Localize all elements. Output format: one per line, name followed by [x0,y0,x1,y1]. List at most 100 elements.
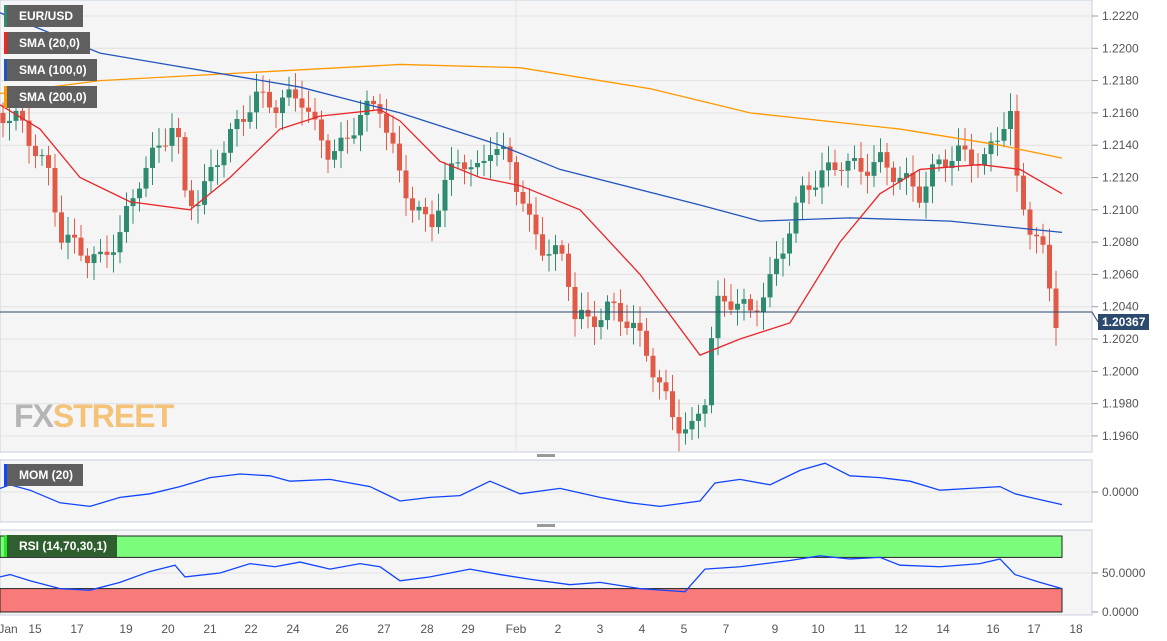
candle-body [670,391,675,418]
candle-body [839,170,844,172]
candle-body [507,146,513,163]
x-tick-label: 4 [639,622,646,636]
main-panel [0,0,1093,453]
candle-body [1034,234,1039,237]
candle-body [364,100,370,115]
x-tick-label: 29 [461,622,475,636]
x-tick-label: 20 [161,622,175,636]
x-tick-label: 7 [723,622,730,636]
candle-body [468,167,474,170]
candle-body [104,251,110,255]
y-tick-label: 1.2220 [1102,9,1139,23]
candle-body [416,206,422,211]
candle-body [260,91,266,93]
candle-body [631,322,636,329]
candle-body [767,274,773,298]
candle-body [722,295,727,302]
candle-body [553,245,558,255]
x-tick-label: Jan [0,622,18,636]
candle-body [793,202,799,234]
candle-body [59,212,64,243]
current-price-line [0,311,1099,323]
candle-body [20,110,25,121]
candle-body [91,254,97,264]
candle-body [156,145,162,148]
candle-body [715,295,721,339]
rsi-tick-label: 0.0000 [1102,605,1139,619]
candle-body [13,110,19,121]
candle-body [403,170,409,199]
candle-body [0,112,6,124]
mom-panel [0,459,1093,523]
candle-body [345,137,350,139]
candle-body [923,186,929,203]
candle-body [943,159,948,168]
candle-body [351,135,357,139]
candle-body [143,167,149,189]
mom-tick-label: 0.0000 [1102,485,1139,499]
x-tick-label: 19 [119,622,133,636]
candle-body [637,322,643,331]
candle-body [137,188,142,199]
candle-body [806,185,812,190]
candle-body [39,155,45,157]
x-tick-label: 22 [244,622,258,636]
candle-body [254,91,259,113]
x-tick-label: 16 [986,622,1000,636]
current-price-label: 1.20367 [1098,314,1150,330]
candle-body [800,185,805,203]
candle-body [195,204,201,207]
x-tick-label: 9 [772,622,779,636]
candle-body [85,255,90,264]
mom-line [0,462,1063,508]
y-tick-label: 1.1980 [1102,397,1139,411]
candle-body [982,154,987,166]
candle-body [676,417,682,434]
candle-body [280,97,285,114]
candle-body [774,258,779,275]
y-tick-label: 1.2060 [1102,267,1139,281]
candle-body [683,429,688,434]
candle-body [124,206,129,233]
candle-body [579,309,584,320]
candle-body [332,151,337,160]
candle-body [988,141,994,155]
candle-body [644,330,649,356]
candle-body [605,301,610,321]
candle-body [956,145,961,161]
candle-body [150,147,155,168]
y-tick-label: 1.2140 [1102,138,1139,152]
candle-body [995,140,1000,142]
candle-body [52,167,58,213]
candle-body [1027,209,1033,235]
candle-body [657,377,662,383]
y-tick-label: 1.1960 [1102,429,1139,443]
x-tick-label: 17 [70,622,84,636]
x-tick-label: 15 [28,622,42,636]
candle-body [891,167,896,182]
candle-body [540,234,545,256]
candle-body [111,252,116,255]
candle-body [215,165,220,167]
candle-body [1014,110,1020,176]
candle-body [813,187,818,190]
candle-body [501,146,506,150]
candle-body [306,107,311,112]
x-tick-label: 11 [854,622,867,636]
candle-body [709,338,714,406]
y-tick-label: 1.2180 [1102,74,1139,88]
candle-body [221,152,227,166]
candle-body [663,382,669,392]
candle-body [228,129,233,153]
candle-body [481,160,487,164]
x-tick-label: 3 [597,622,604,636]
candle-body [878,152,883,163]
sma20-line [0,104,1063,356]
candle-body [488,155,493,161]
candle-body [761,297,766,313]
legend-mom: MOM (20) [4,464,83,486]
candle-body [949,160,955,168]
x-tick-label: 12 [894,622,908,636]
candle-body [904,173,909,178]
